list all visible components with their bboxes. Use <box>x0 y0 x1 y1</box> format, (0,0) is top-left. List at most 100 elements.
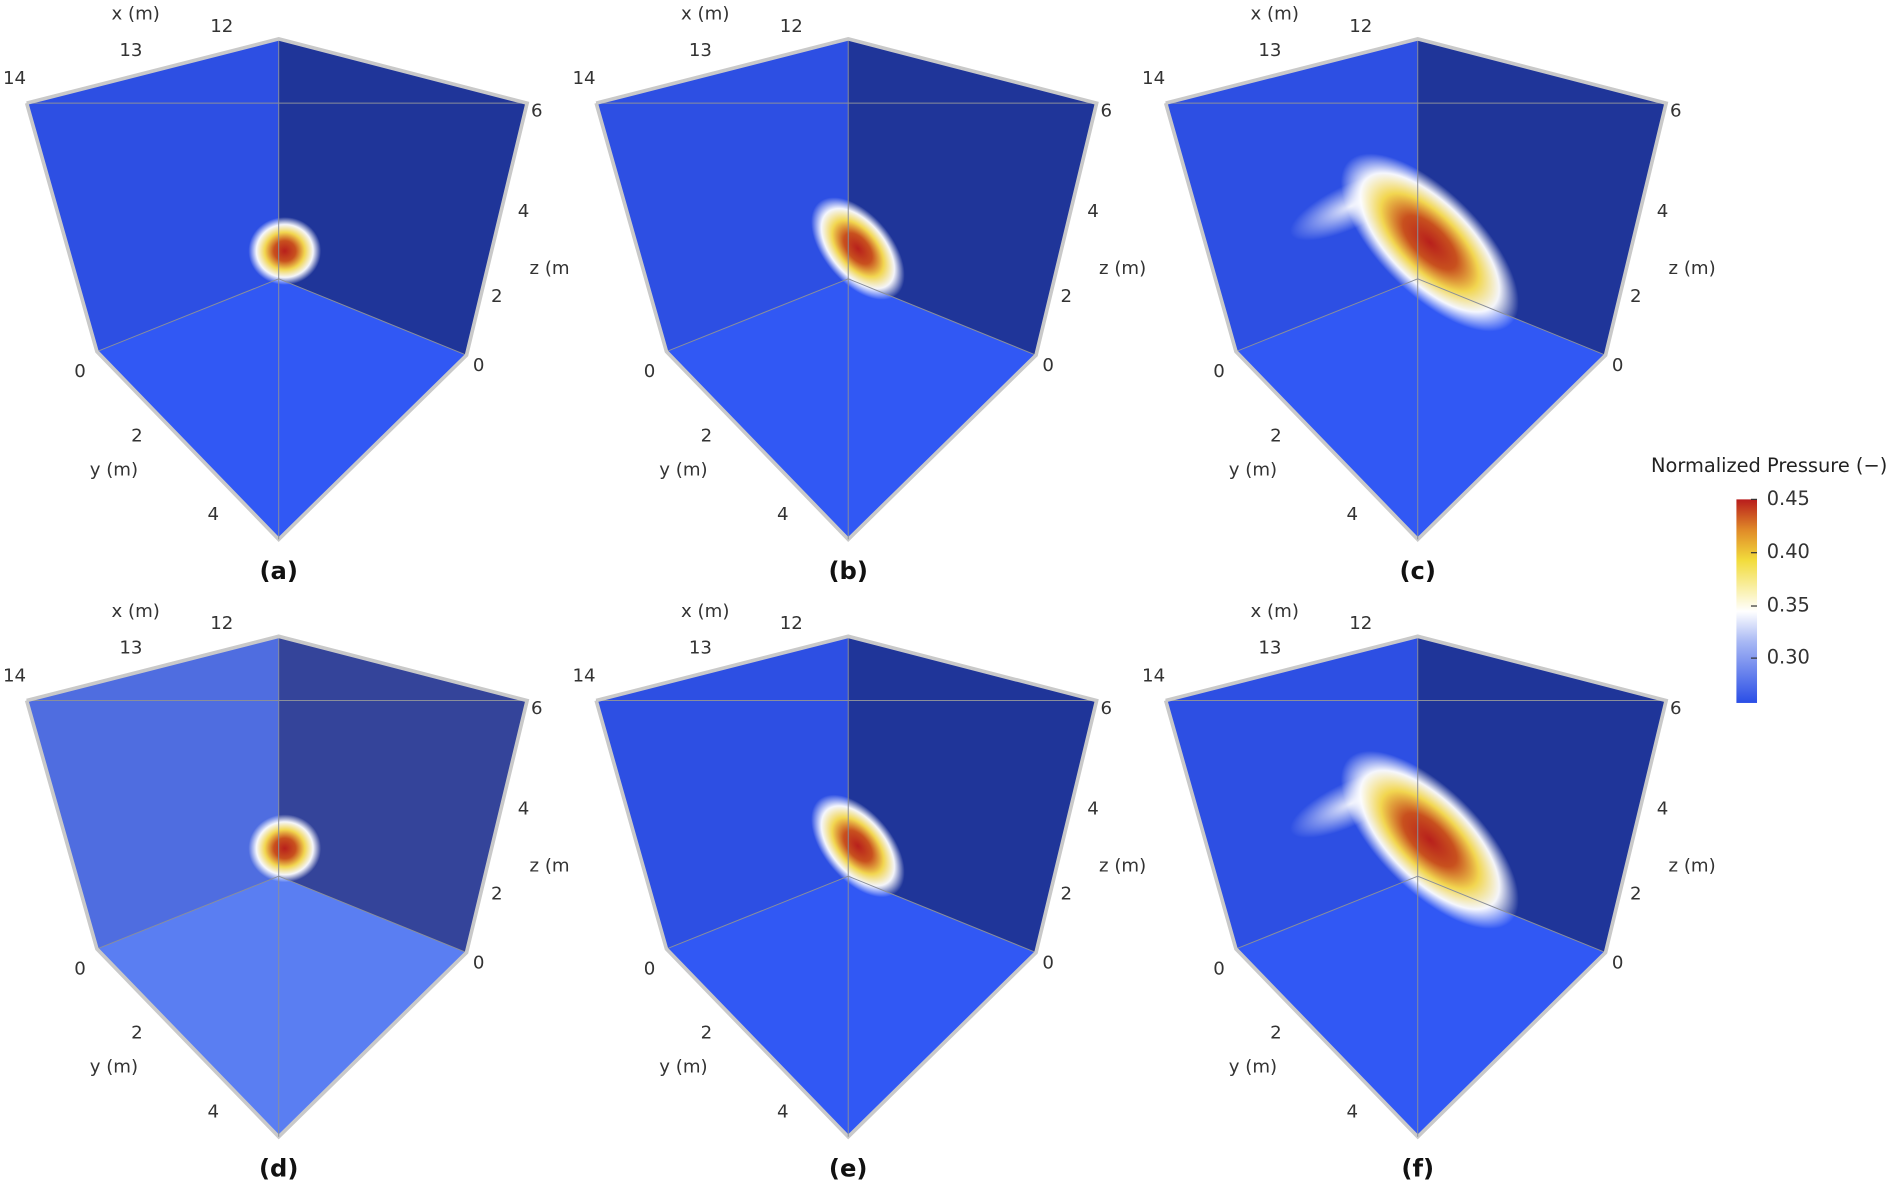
y-tick-label: 4 <box>207 1102 219 1123</box>
z-tick-label: 0 <box>1042 952 1054 973</box>
x-tick-label: 14 <box>573 68 596 89</box>
x-axis-label: x (m) <box>112 4 160 25</box>
frame <box>24 37 530 542</box>
z-tick-label: 4 <box>1087 201 1099 222</box>
x-axis-label: x (m) <box>681 601 729 622</box>
frame <box>1163 634 1669 1140</box>
x-tick-label: 14 <box>3 68 26 89</box>
panel: x (m) 12 13 14 y (m) 0 2 4 z (m 0 2 4 6 (d) <box>3 601 570 1182</box>
x-tick-label: 14 <box>573 665 596 686</box>
pressure-blob <box>248 814 322 883</box>
bottom-face <box>1235 876 1606 1137</box>
pressure-blob <box>1340 153 1519 332</box>
inner-edge <box>278 278 467 356</box>
pressure-blob <box>811 794 905 898</box>
colorbar-tick-label: 0.40 <box>1767 540 1810 563</box>
y-axis-label: y (m) <box>1229 459 1277 480</box>
y-axis-label: y (m) <box>90 459 138 480</box>
panel-label: (e) <box>829 1154 868 1182</box>
panel-label: (a) <box>259 557 297 585</box>
y-tick-label: 0 <box>1213 959 1225 980</box>
z-axis-label: z (m) <box>1669 856 1716 877</box>
z-tick-label: 4 <box>1657 201 1669 222</box>
x-tick-label: 14 <box>1142 68 1165 89</box>
frame <box>594 37 1099 542</box>
inner-edge <box>848 278 1037 356</box>
panel-label: (d) <box>259 1154 298 1182</box>
y-tick-label: 4 <box>207 504 219 525</box>
bottom-face <box>96 876 467 1137</box>
inner-edge <box>848 875 1037 954</box>
z-tick-label: 2 <box>1630 883 1642 904</box>
y-axis-label: y (m) <box>90 1057 138 1078</box>
z-tick-label: 2 <box>491 883 503 904</box>
y-axis-label: y (m) <box>1229 1057 1277 1078</box>
z-tick-label: 2 <box>1061 883 1073 904</box>
z-tick-label: 4 <box>518 201 530 222</box>
left-face <box>26 38 279 352</box>
pressure-blob <box>248 217 322 285</box>
z-tick-label: 2 <box>1630 286 1642 307</box>
x-tick-label: 12 <box>780 613 803 634</box>
y-tick-label: 0 <box>74 361 86 382</box>
right-face <box>278 636 528 953</box>
left-face <box>596 38 849 352</box>
frame <box>24 634 530 1140</box>
z-tick-label: 0 <box>473 952 485 973</box>
y-tick-label: 0 <box>74 959 86 980</box>
z-tick-label: 2 <box>491 286 503 307</box>
panel: x (m) 12 13 14 y (m) 0 2 4 z (m) 0 2 4 6 (c) <box>1142 4 1716 585</box>
inner-edge <box>666 278 849 352</box>
y-tick-label: 2 <box>1270 425 1282 446</box>
bottom-face <box>666 876 1037 1137</box>
x-axis-label: x (m) <box>1251 601 1299 622</box>
z-tick-label: 6 <box>531 101 543 122</box>
colorbar-tick-label: 0.35 <box>1767 594 1810 617</box>
x-tick-label: 13 <box>119 40 142 61</box>
z-tick-label: 0 <box>473 355 485 376</box>
x-tick-label: 12 <box>1349 16 1372 37</box>
x-tick-label: 12 <box>210 16 233 37</box>
z-axis-label: z (m <box>530 258 570 279</box>
z-tick-label: 4 <box>518 799 530 820</box>
y-tick-label: 4 <box>1347 504 1359 525</box>
y-tick-label: 2 <box>1270 1023 1282 1044</box>
x-tick-label: 12 <box>210 613 233 634</box>
y-tick-label: 2 <box>701 1023 713 1044</box>
pressure-blob <box>1340 750 1519 929</box>
left-face <box>1165 38 1418 352</box>
z-tick-label: 0 <box>1612 355 1624 376</box>
left-face <box>1165 636 1418 949</box>
y-tick-label: 4 <box>1347 1102 1359 1123</box>
left-face <box>26 636 279 949</box>
x-axis-label: x (m) <box>1251 4 1299 25</box>
y-tick-label: 4 <box>777 504 789 525</box>
y-tick-label: 2 <box>131 425 143 446</box>
x-tick-label: 13 <box>1258 40 1281 61</box>
inner-edge <box>666 875 849 950</box>
panel-label: (c) <box>1399 557 1436 585</box>
right-face <box>848 38 1097 356</box>
panel-label: (b) <box>828 557 867 585</box>
colorbar-tick-label: 0.45 <box>1767 487 1810 510</box>
x-tick-label: 12 <box>780 16 803 37</box>
x-axis-label: x (m) <box>681 4 729 25</box>
x-axis-label: x (m) <box>112 601 160 622</box>
z-tick-label: 2 <box>1061 286 1073 307</box>
z-tick-label: 6 <box>1101 101 1113 122</box>
x-tick-label: 13 <box>689 40 712 61</box>
y-tick-label: 0 <box>1213 361 1225 382</box>
left-face <box>596 636 849 949</box>
y-axis-label: y (m) <box>659 1057 707 1078</box>
z-tick-label: 6 <box>531 698 543 719</box>
z-axis-label: z (m) <box>1099 258 1146 279</box>
inner-edge <box>1235 278 1418 352</box>
colorbar-tick-label: 0.30 <box>1767 646 1810 669</box>
z-tick-label: 6 <box>1670 101 1682 122</box>
y-tick-label: 2 <box>131 1023 143 1044</box>
inner-edge <box>1417 278 1606 356</box>
z-tick-label: 4 <box>1657 799 1669 820</box>
panel: x (m) 12 13 14 y (m) 0 2 4 z (m) 0 2 4 6 (b) <box>573 4 1147 585</box>
inner-edge <box>96 875 279 950</box>
